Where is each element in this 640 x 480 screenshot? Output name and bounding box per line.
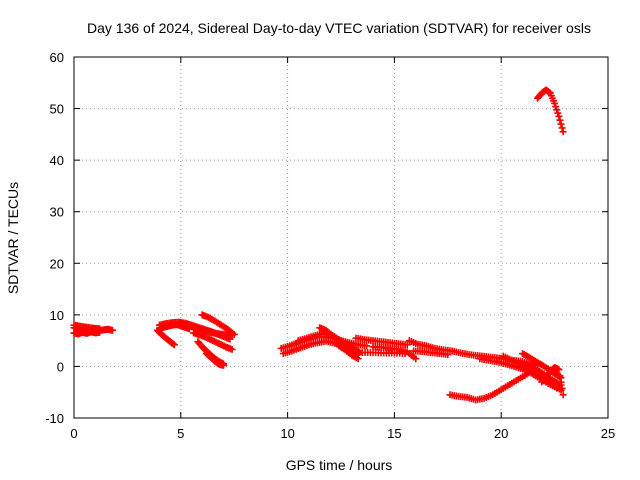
y-tick-label: 50: [50, 102, 64, 117]
data-point: [230, 330, 238, 338]
y-tick-label: 30: [50, 205, 64, 220]
series-arc-8: [198, 311, 238, 338]
y-tick-label: -10: [45, 411, 64, 426]
series-arc-26: [446, 365, 537, 404]
data-point-interp: [557, 120, 565, 128]
data-point: [551, 99, 559, 107]
data-point: [555, 112, 563, 120]
y-tick-label: 20: [50, 256, 64, 271]
x-tick-label: 10: [280, 426, 294, 441]
axis-ticks: 0 5 10 15 20 25 -10 0 10 20 30 40 50 60: [45, 50, 615, 441]
data-point-interp: [553, 106, 561, 114]
x-axis-label: GPS time / hours: [286, 457, 393, 473]
data-point-interp: [554, 109, 562, 117]
series-arc-7: [177, 320, 236, 339]
data-point: [444, 351, 452, 359]
data-point: [96, 325, 104, 333]
series-arc-6: [153, 326, 178, 349]
data-point: [228, 345, 236, 353]
data-point: [108, 326, 116, 334]
data-point: [529, 365, 537, 373]
series-arc-21: [410, 347, 452, 359]
data-point-interp: [556, 116, 564, 124]
data-point: [403, 341, 411, 349]
series-arc-15: [316, 324, 362, 358]
series-arc-3: [70, 321, 104, 333]
x-tick-label: 20: [494, 426, 508, 441]
data-point: [412, 355, 420, 363]
y-tick-label: 0: [57, 359, 64, 374]
series-arc-28: [534, 86, 567, 136]
x-tick-label: 15: [387, 426, 401, 441]
y-tick-label: 40: [50, 153, 64, 168]
plot-frame: [73, 56, 609, 419]
data-point: [559, 391, 567, 399]
data-point: [354, 355, 362, 363]
data-point: [555, 366, 563, 374]
x-tick-label: 5: [177, 426, 184, 441]
data-point-interp: [556, 372, 564, 380]
x-tick-label: 0: [70, 426, 77, 441]
chart-title: Day 136 of 2024, Sidereal Day-to-day VTE…: [87, 20, 591, 36]
data-point: [559, 128, 567, 136]
data-point: [220, 361, 228, 369]
x-tick-label: 25: [601, 426, 615, 441]
data-point-interp: [552, 103, 560, 111]
y-tick-label: 10: [50, 308, 64, 323]
series-arc-9: [190, 329, 236, 353]
data-points: [70, 86, 567, 404]
data-point: [170, 341, 178, 349]
data-point-interp: [557, 378, 565, 386]
series-arc-19: [369, 343, 420, 363]
data-point: [363, 342, 371, 350]
series-arc-27: [538, 363, 567, 399]
data-point-interp: [558, 384, 566, 392]
series-arc-11: [202, 350, 228, 369]
data-point-interp: [558, 124, 566, 132]
y-tick-label: 60: [50, 50, 64, 65]
y-axis-label: SDTVAR / TECUs: [5, 182, 21, 294]
